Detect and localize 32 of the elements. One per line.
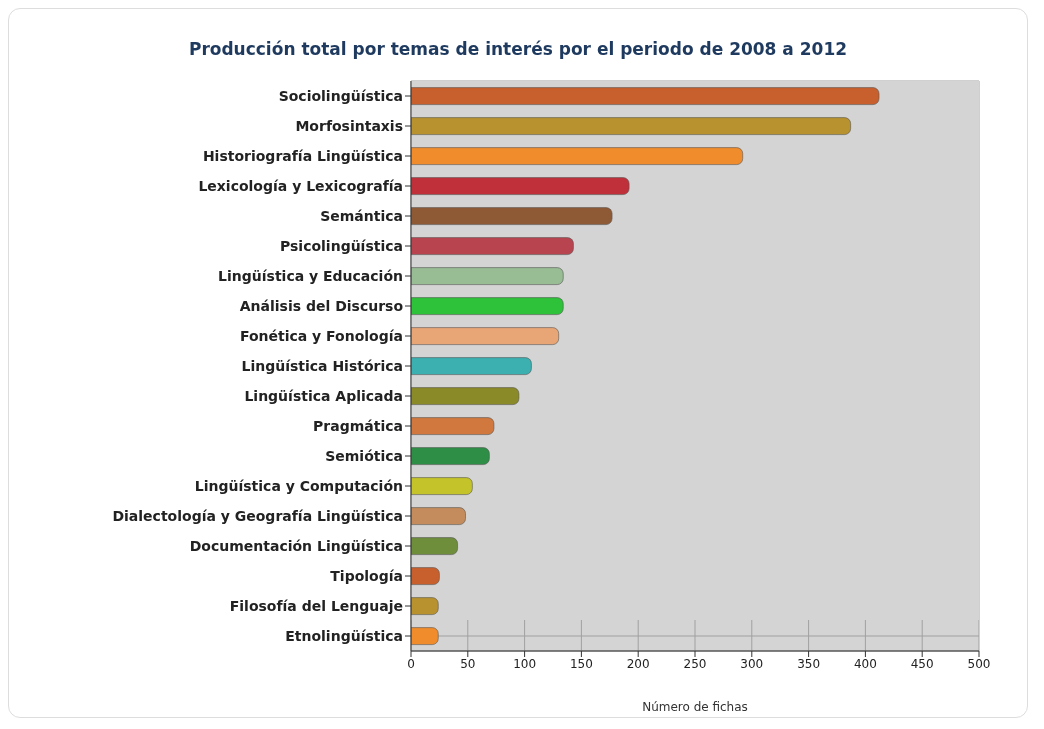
y-tick-label: Morfosintaxis — [295, 117, 403, 134]
y-tick-label: Etnolingüística — [285, 627, 403, 644]
y-tick-label: Lingüística Aplicada — [244, 387, 403, 404]
x-tick-label: 300 — [740, 656, 764, 671]
y-tick-label: Lingüística y Computación — [194, 477, 403, 494]
y-tick-label: Semiótica — [325, 447, 403, 464]
y-tick-label: Dialectología y Geografía Lingüística — [112, 507, 403, 524]
x-tick-label: 350 — [797, 656, 821, 671]
y-tick-label: Lexicología y Lexicografía — [198, 177, 403, 194]
y-tick-label: Sociolingüística — [278, 87, 403, 104]
y-tick-label: Semántica — [320, 207, 403, 224]
chart-title: Producción total por temas de interés por el periodo de 2008 a 2012 — [187, 38, 849, 61]
y-tick-label: Lingüística Histórica — [241, 357, 403, 374]
y-tick-label: Tipología — [330, 567, 403, 584]
x-tick-label: 200 — [626, 656, 650, 671]
x-tick-label: 450 — [910, 656, 934, 671]
x-axis-title: Número de fichas — [642, 700, 748, 714]
y-tick-label: Análisis del Discurso — [239, 297, 404, 314]
y-tick-label: Pragmática — [313, 417, 403, 434]
y-tick-label: Fonética y Fonología — [239, 327, 403, 344]
x-tick-label: 250 — [683, 656, 707, 671]
y-tick-label: Psicolingüística — [280, 237, 403, 254]
y-tick-label: Documentación Lingüística — [189, 537, 403, 554]
x-tick-label: 50 — [460, 656, 476, 671]
x-tick-label: 150 — [569, 656, 593, 671]
y-tick-label: Lingüística y Educación — [218, 267, 403, 284]
x-tick-label: 400 — [853, 656, 877, 671]
y-tick-label: Historiografía Lingüística — [202, 147, 403, 164]
x-tick-label: 0 — [407, 656, 415, 671]
y-tick-label: Filosofía del Lenguaje — [229, 597, 403, 614]
x-tick-label: 100 — [513, 656, 537, 671]
x-tick-label: 500 — [967, 656, 991, 671]
